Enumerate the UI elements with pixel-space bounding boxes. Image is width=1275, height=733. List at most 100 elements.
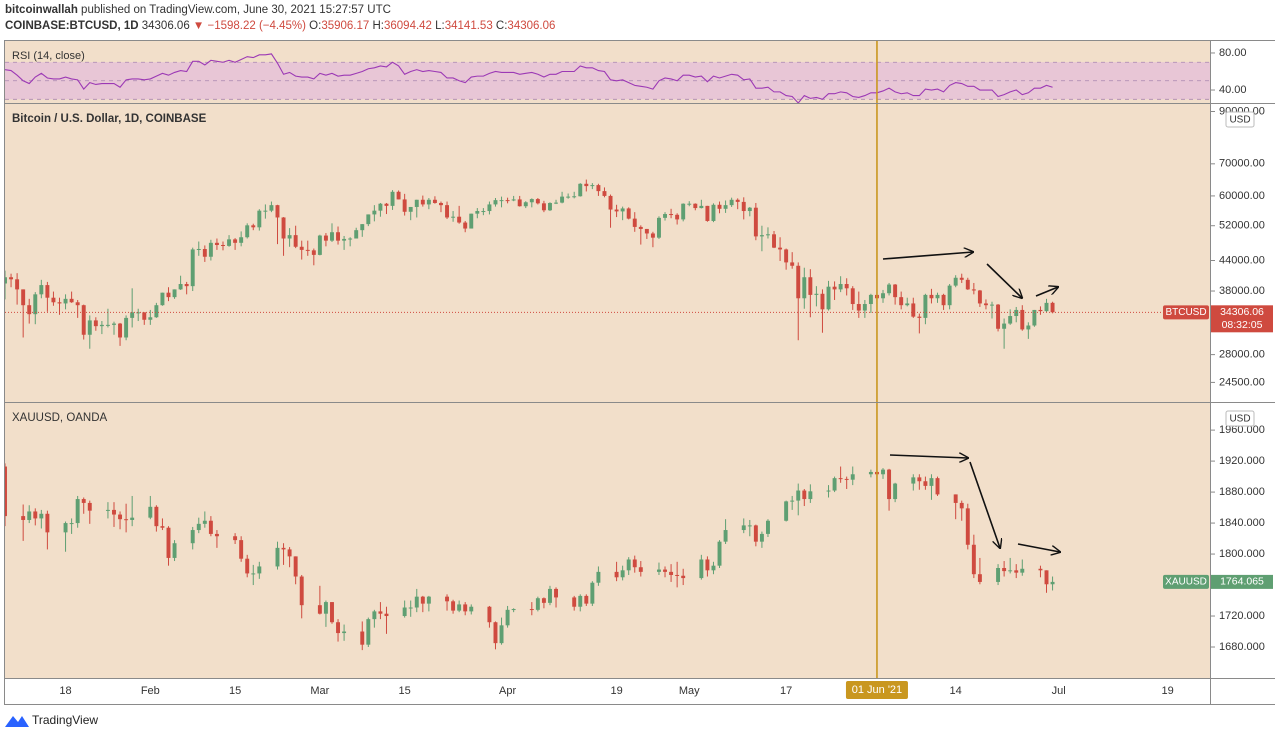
x-tick-label: 15 xyxy=(399,685,411,697)
price-badge-label: 34306.06 xyxy=(1220,306,1264,318)
candle-body xyxy=(463,222,468,229)
candle-body xyxy=(953,277,958,286)
candle-body xyxy=(796,490,801,501)
candle-body xyxy=(584,183,589,187)
candle-body xyxy=(747,525,752,527)
candle-body xyxy=(663,214,667,218)
candle-body xyxy=(517,199,522,207)
candle-body xyxy=(493,200,498,205)
candle-body xyxy=(923,481,928,486)
candle-body xyxy=(887,284,892,294)
candle-body xyxy=(681,203,686,220)
candle-body xyxy=(911,303,916,317)
arrow xyxy=(986,263,1022,298)
candle-body xyxy=(881,293,885,299)
candle-body xyxy=(221,245,225,247)
candle-body xyxy=(1038,309,1043,312)
candle-body xyxy=(251,573,256,575)
currency: USD xyxy=(1229,414,1250,425)
candle-body xyxy=(820,293,825,310)
symbol-badge xyxy=(1163,574,1209,589)
plot-background xyxy=(5,40,1210,678)
candle-body xyxy=(808,491,813,500)
candle-body xyxy=(239,540,244,559)
candle-body xyxy=(699,205,704,209)
candle-body xyxy=(372,210,377,215)
candle-body xyxy=(445,205,450,218)
candle-body xyxy=(299,246,304,250)
candle-body xyxy=(81,305,86,335)
candle-body xyxy=(784,501,789,521)
candle-body xyxy=(414,596,419,608)
candle-body xyxy=(233,536,238,541)
candle-body xyxy=(590,185,595,187)
candle-body xyxy=(699,559,704,579)
candle-body xyxy=(790,262,795,266)
candle-body xyxy=(481,211,486,213)
candle-body xyxy=(39,285,44,295)
candle-body xyxy=(366,619,371,645)
candle-body xyxy=(796,265,801,299)
candle-body xyxy=(130,517,135,520)
candle-body xyxy=(57,302,62,304)
countdown: 08:32:05 xyxy=(1222,319,1263,331)
candle-body xyxy=(814,293,819,295)
candle-body xyxy=(505,200,510,202)
price-badge-label: 1764.065 xyxy=(1220,576,1264,588)
candle-body xyxy=(63,523,68,533)
candle-body xyxy=(663,569,667,572)
candle-body xyxy=(239,237,244,243)
candle-body xyxy=(190,249,195,287)
x-tick-label: 17 xyxy=(780,685,792,697)
candle-body xyxy=(741,525,746,531)
candle-body xyxy=(935,478,940,495)
symbol-badge-label: XAUUSD xyxy=(1165,577,1207,588)
candle-body xyxy=(784,249,789,263)
candle-body xyxy=(1044,570,1049,585)
x-tick-label: 14 xyxy=(950,685,962,697)
candle-body xyxy=(342,238,347,241)
candle-body xyxy=(548,202,552,211)
header: bitcoinwallah published on TradingView.c… xyxy=(5,2,555,34)
candle-body xyxy=(602,191,607,196)
y-tick-label: 1920.000 xyxy=(1219,455,1265,467)
candle-body xyxy=(723,205,728,209)
candle-body xyxy=(657,569,661,572)
ohlc-value: 36094.42 xyxy=(383,20,432,32)
candle-body xyxy=(620,570,625,578)
candle-body xyxy=(899,297,904,306)
candle-body xyxy=(1014,570,1019,573)
pane-title: Bitcoin / U.S. Dollar, 1D, COINBASE xyxy=(12,113,207,125)
candle-body xyxy=(426,596,431,604)
candle-body xyxy=(463,604,468,612)
symbol-badge xyxy=(1163,305,1209,320)
candle-body xyxy=(299,576,304,606)
candle-body xyxy=(178,284,183,290)
candle-body xyxy=(396,191,401,200)
candle-body xyxy=(469,606,474,612)
candle-body xyxy=(802,490,807,500)
change: ▼ −1598.22 (−4.45%) xyxy=(192,20,306,32)
candle-body xyxy=(190,530,195,544)
candle-body xyxy=(390,191,395,206)
candle-body xyxy=(711,204,716,221)
gold-pane xyxy=(5,463,1055,651)
candle-body xyxy=(27,305,32,315)
candle-body xyxy=(475,211,480,214)
candle-body xyxy=(33,511,38,519)
candle-body xyxy=(1008,316,1013,324)
candle-body xyxy=(227,239,232,246)
candle-body xyxy=(1020,568,1025,573)
candle-body xyxy=(959,502,964,509)
ohlc-label: L: xyxy=(435,20,445,32)
candle-body xyxy=(281,547,286,550)
candle-body xyxy=(753,525,758,542)
candle-body xyxy=(257,210,262,228)
candle-body xyxy=(208,242,213,257)
candle-body xyxy=(850,474,855,480)
candle-body xyxy=(578,183,583,197)
brand: TradingView xyxy=(32,713,98,727)
y-tick-label: 1720.000 xyxy=(1219,610,1265,622)
candle-body xyxy=(711,565,716,571)
candle-body xyxy=(632,218,637,227)
